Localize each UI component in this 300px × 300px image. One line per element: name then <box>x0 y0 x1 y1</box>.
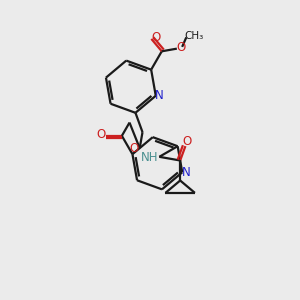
Text: O: O <box>152 31 161 44</box>
Text: N: N <box>182 166 190 179</box>
Text: O: O <box>177 41 186 54</box>
Text: NH: NH <box>141 151 159 164</box>
Text: O: O <box>182 135 191 148</box>
Text: O: O <box>96 128 105 141</box>
Text: O: O <box>130 142 139 155</box>
Text: N: N <box>155 89 164 102</box>
Text: CH₃: CH₃ <box>184 31 204 41</box>
